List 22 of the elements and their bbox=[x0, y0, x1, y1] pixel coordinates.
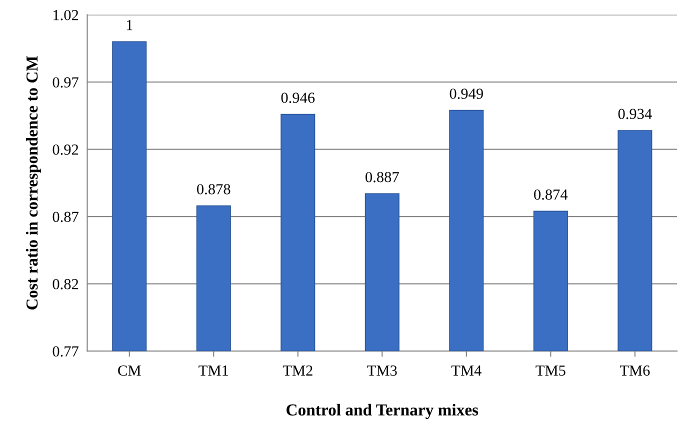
y-tick-label: 0.82 bbox=[52, 278, 78, 290]
y-tick-label: 0.87 bbox=[52, 212, 78, 222]
data-label: 0.878 bbox=[197, 184, 230, 194]
x-axis-title: Control and Ternary mixes bbox=[286, 404, 478, 419]
x-tick-label: TM5 bbox=[536, 366, 566, 376]
x-tick-label: TM3 bbox=[367, 365, 397, 376]
y-tick-label: 0.77 bbox=[52, 346, 78, 357]
data-label: 0.887 bbox=[366, 172, 399, 182]
x-tick-label: TM6 bbox=[620, 365, 650, 376]
y-tick-label: 0.92 bbox=[52, 144, 78, 155]
data-label: 1 bbox=[126, 20, 132, 30]
data-label: 0.874 bbox=[534, 189, 568, 200]
data-label: 0.934 bbox=[618, 108, 652, 120]
x-tick-label: TM1 bbox=[198, 365, 228, 376]
x-tick-label: CM bbox=[118, 365, 141, 376]
x-tick-label: TM2 bbox=[282, 365, 312, 376]
y-tick-label: 0.97 bbox=[52, 77, 78, 88]
data-label: 0.949 bbox=[450, 88, 483, 99]
x-tick-label: TM4 bbox=[451, 366, 482, 376]
y-tick-label: 1.02 bbox=[54, 10, 78, 20]
y-axis-title: Cost ratio in correspondence to CM bbox=[26, 56, 42, 310]
data-label: 0.946 bbox=[281, 92, 315, 103]
